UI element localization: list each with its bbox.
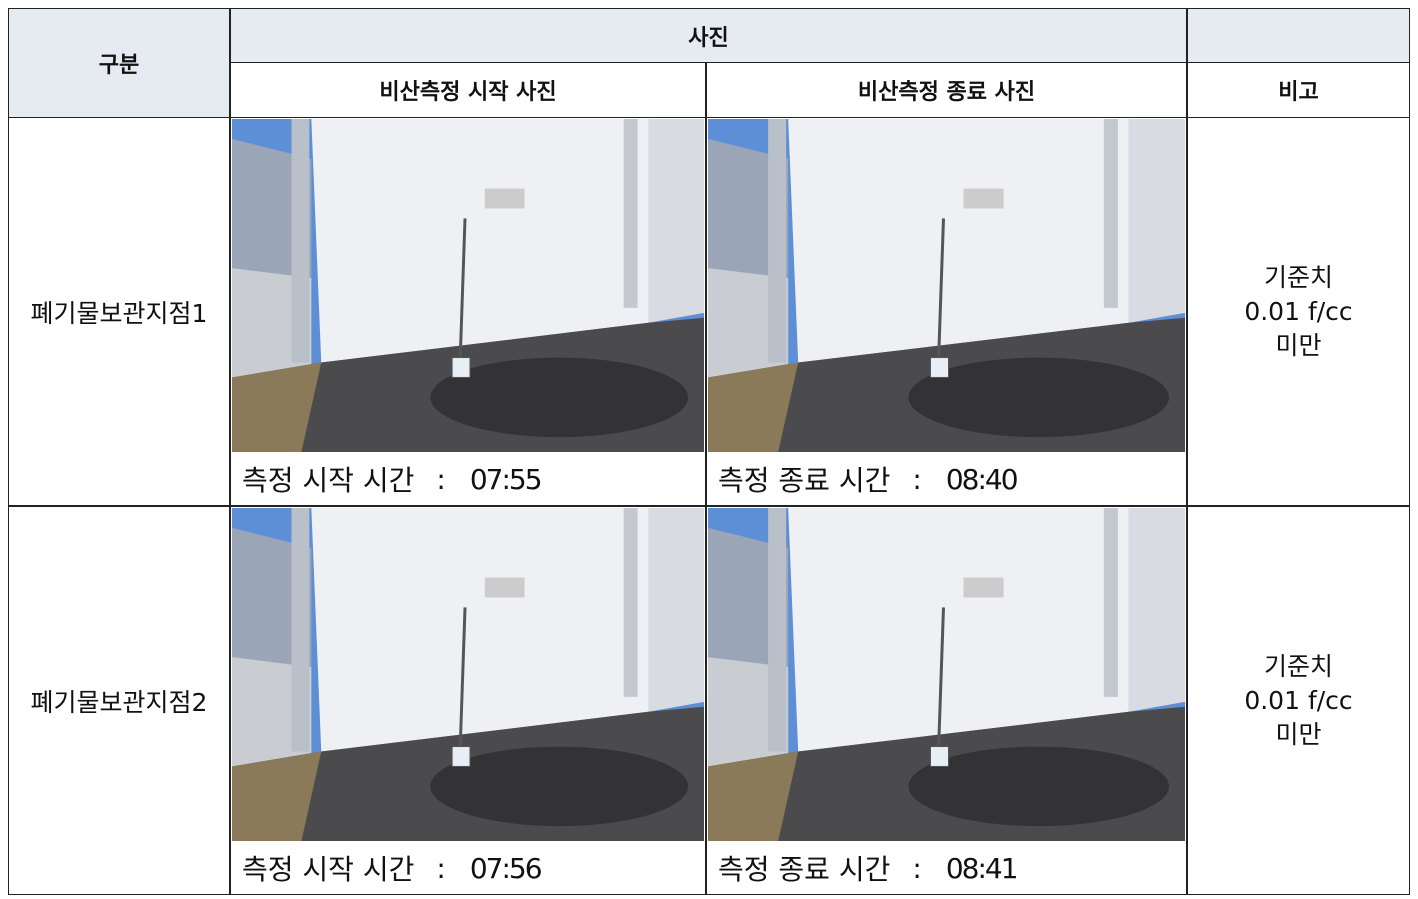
header-cell: 사진 [230, 8, 1187, 63]
remarks-line: 기준치 [1263, 262, 1333, 292]
remarks-line: 0.01 f/cc [1244, 296, 1353, 326]
photo-cell [706, 117, 1187, 506]
caption-separator: : [436, 851, 446, 885]
caption-separator: : [436, 462, 446, 496]
remarks-line: 0.01 f/cc [1244, 685, 1353, 715]
photo-cell [230, 506, 706, 895]
remarks-cell: 기준치 0.01 f/cc 미만 [1187, 506, 1410, 895]
photo-image [708, 508, 1185, 841]
header-cell [1187, 8, 1410, 63]
caption-time: 08:41 [945, 851, 1019, 885]
caption: 측정 시작 시간:07:55 [242, 453, 704, 505]
location-cell: 폐기물보관지점2 [8, 506, 230, 895]
photo [708, 508, 1185, 841]
caption-separator: : [912, 851, 922, 885]
location-cell: 폐기물보관지점1 [8, 117, 230, 506]
caption-separator: : [912, 462, 922, 496]
caption: 측정 종료 시간:08:40 [718, 453, 1185, 505]
photo [232, 119, 704, 452]
photo [708, 119, 1185, 452]
photo-image [232, 508, 704, 841]
remarks-line: 미만 [1275, 719, 1322, 749]
photo-cell [230, 117, 706, 506]
photo [232, 508, 704, 841]
header-cell: 비산측정 시작 사진 [230, 62, 706, 118]
photo-image [708, 119, 1185, 452]
caption-label: 측정 시작 시간 [242, 853, 415, 886]
header-cell: 비산측정 종료 사진 [706, 62, 1187, 118]
caption-time: 07:55 [469, 462, 543, 496]
photo-image [232, 119, 704, 452]
remarks-line: 미만 [1275, 330, 1322, 360]
caption-label: 측정 종료 시간 [718, 853, 891, 886]
remarks-line: 기준치 [1263, 651, 1333, 681]
caption-time: 07:56 [469, 851, 543, 885]
photo-cell [706, 506, 1187, 895]
caption-label: 측정 종료 시간 [718, 464, 891, 497]
header-cell: 비고 [1187, 62, 1410, 118]
caption: 측정 종료 시간:08:41 [718, 842, 1185, 894]
caption-time: 08:40 [945, 462, 1019, 496]
remarks-cell: 기준치 0.01 f/cc 미만 [1187, 117, 1410, 506]
caption: 측정 시작 시간:07:56 [242, 842, 704, 894]
caption-label: 측정 시작 시간 [242, 464, 415, 497]
header-cell: 구분 [8, 8, 230, 118]
